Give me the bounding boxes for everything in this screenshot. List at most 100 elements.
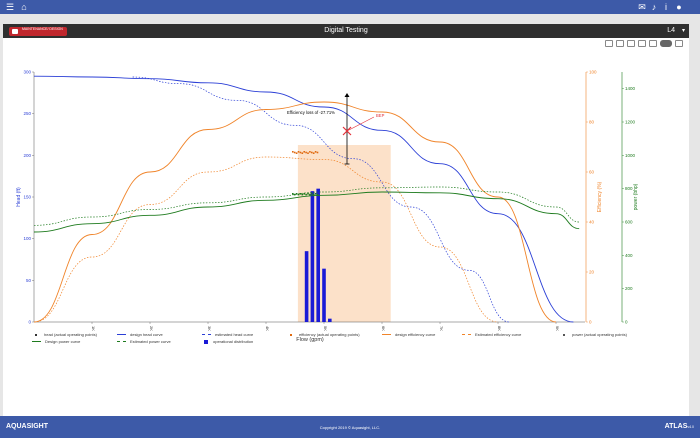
- legend-row: Design power curve Estimated power curve o…: [32, 339, 652, 345]
- chat-icon[interactable]: ✉: [638, 2, 646, 12]
- legend-swatch: [563, 333, 565, 336]
- x-tick-label: 2K: [149, 326, 154, 331]
- power-operating-point: [312, 193, 315, 196]
- efficiency-axis-title: Efficiency (%): [597, 181, 603, 212]
- legend-item[interactable]: head (actual operating points): [32, 332, 97, 338]
- operational-distribution-bar: [310, 191, 315, 322]
- zoom-icon[interactable]: [616, 40, 624, 47]
- legend-item[interactable]: power (actual operating points): [560, 332, 627, 338]
- efficiency-tick-label: 100: [589, 70, 597, 75]
- power-operating-point: [293, 193, 296, 196]
- zoom-out-icon[interactable]: [649, 40, 657, 47]
- legend-label: operational distribution: [213, 339, 254, 344]
- legend-label: design head curve: [130, 332, 163, 337]
- operational-distribution-bar: [322, 268, 326, 322]
- user-icon[interactable]: ●: [676, 2, 682, 12]
- legend-swatch: [117, 341, 126, 343]
- x-tick-label: 6K: [381, 326, 386, 331]
- zoom-in-icon[interactable]: [638, 40, 646, 47]
- power-operating-point: [314, 193, 317, 195]
- efficiency-operating-point: [307, 152, 309, 154]
- power-operating-point: [297, 193, 300, 196]
- legend-item[interactable]: Estimated efficiency curve: [462, 332, 521, 338]
- pan-icon[interactable]: [627, 40, 635, 47]
- x-tick-label: 8K: [497, 326, 502, 331]
- legend-label: estimated head curve: [215, 332, 254, 337]
- head-tick-label: 200: [23, 153, 31, 158]
- power-tick-label: 1400: [625, 86, 636, 91]
- operational-distribution-bar: [316, 188, 320, 322]
- power-operating-point: [311, 193, 313, 195]
- series-line: [33, 156, 499, 323]
- power-tick-label: 1200: [625, 120, 636, 125]
- efficiency-operating-point: [297, 151, 300, 153]
- toggle-icon[interactable]: [660, 40, 672, 47]
- series-line: [33, 186, 580, 226]
- x-tick-label: 7K: [439, 326, 444, 331]
- power-operating-point: [295, 193, 298, 195]
- legend-item[interactable]: operational distribution: [202, 339, 253, 345]
- efficiency-tick-label: 40: [589, 220, 595, 225]
- legend-swatch: [35, 333, 37, 336]
- efficiency-operating-point: [293, 151, 296, 154]
- head-tick-label: 50: [26, 278, 32, 283]
- legend-swatch: [290, 333, 292, 336]
- efficiency-loss-arrow-head: [344, 93, 350, 97]
- power-operating-point: [307, 193, 309, 195]
- footer-product: ATLASv4.0: [665, 423, 694, 430]
- efficiency-tick-label: 0: [589, 320, 592, 325]
- efficiency-operating-point: [305, 151, 307, 154]
- efficiency-operating-point: [312, 152, 315, 154]
- x-tick-label: 4K: [265, 326, 270, 331]
- power-tick-label: 800: [625, 186, 633, 191]
- company-logo: MAINTENANCE/ DESIGN: [9, 27, 67, 36]
- bep-label: BEP: [376, 113, 385, 118]
- chart-toolbar: [605, 40, 683, 48]
- home-axes-icon[interactable]: [675, 40, 683, 47]
- legend-item[interactable]: Estimated power curve: [117, 339, 171, 345]
- legend-label: design efficiency curve: [395, 332, 436, 337]
- legend-swatch: [32, 341, 41, 343]
- head-axis-title: Head (ft): [16, 187, 22, 207]
- efficiency-operating-point: [311, 151, 313, 154]
- product-version: v4.0: [687, 425, 694, 429]
- efficiency-tick-label: 80: [589, 120, 595, 125]
- power-operating-point: [292, 193, 294, 195]
- bell-icon[interactable]: ♪: [651, 2, 657, 12]
- power-operating-point: [303, 193, 305, 195]
- operational-distribution-bar: [304, 251, 309, 322]
- unit-select[interactable]: L4: [667, 27, 675, 34]
- efficiency-operating-point: [309, 151, 311, 153]
- legend-item[interactable]: estimated head curve: [202, 332, 253, 338]
- chevron-down-icon[interactable]: ▾: [681, 28, 685, 34]
- legend-item[interactable]: design efficiency curve: [382, 332, 435, 338]
- efficiency-tick-label: 60: [589, 170, 595, 175]
- legend-item[interactable]: efficiency (actual operating points): [287, 332, 360, 338]
- logo-text: MAINTENANCE/ DESIGN: [22, 27, 63, 31]
- series-line: [33, 101, 557, 323]
- power-operating-point: [299, 193, 302, 195]
- x-tick-label: 5K: [323, 326, 328, 331]
- legend-item[interactable]: design head curve: [117, 332, 163, 338]
- power-tick-label: 600: [625, 220, 633, 225]
- menu-icon[interactable]: ☰: [5, 2, 15, 12]
- legend-label: Design power curve: [45, 339, 81, 344]
- product-name: ATLAS: [664, 423, 688, 430]
- operational-distribution-bar: [328, 318, 332, 322]
- page-header: MAINTENANCE/ DESIGN Digital Testing L4 ▾: [3, 24, 689, 38]
- efficiency-loss-label: Efficiency loss of -27.71%: [287, 110, 335, 115]
- power-operating-point: [301, 193, 304, 196]
- info-icon[interactable]: i: [665, 2, 667, 12]
- legend-label: Estimated power curve: [130, 339, 171, 344]
- x-tick-label: 1K: [91, 326, 96, 331]
- power-tick-label: 1000: [625, 153, 636, 158]
- home-icon[interactable]: ⌂: [21, 2, 27, 12]
- head-tick-label: 250: [23, 111, 31, 116]
- efficiency-operating-point: [301, 152, 304, 154]
- bep-marker: [342, 126, 352, 136]
- legend-label: head (actual operating points): [44, 332, 97, 337]
- efficiency-tick-label: 20: [589, 270, 595, 275]
- legend-swatch: [202, 334, 211, 336]
- legend-item[interactable]: Design power curve: [32, 339, 80, 345]
- camera-icon[interactable]: [605, 40, 613, 47]
